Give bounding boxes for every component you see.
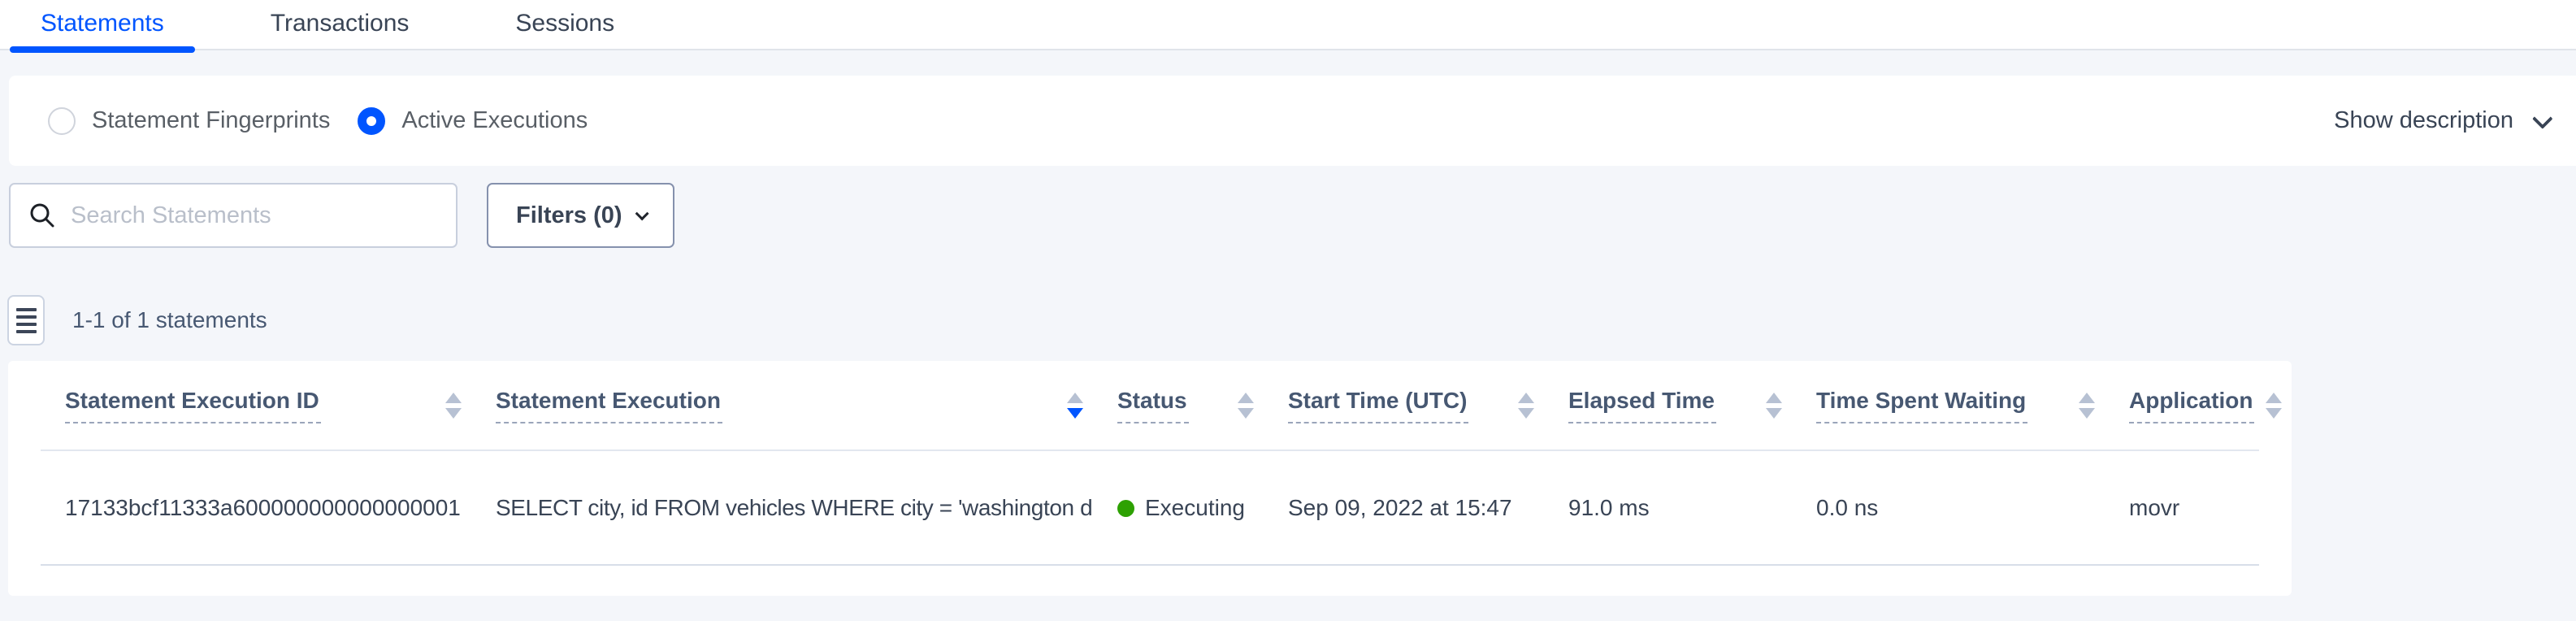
tab-transactions[interactable]: Transactions	[270, 10, 410, 37]
filters-label: Filters (0)	[516, 202, 622, 228]
search-icon	[30, 203, 54, 228]
column-label: Statement Execution ID	[65, 388, 321, 423]
table-header-row: Statement Execution ID Statement Executi…	[41, 361, 2283, 451]
col-header-status[interactable]: Status	[1093, 361, 1264, 451]
show-description-label: Show description	[2334, 107, 2513, 133]
status-label: Executing	[1145, 494, 1245, 520]
col-header-start-time[interactable]: Start Time (UTC)	[1264, 361, 1544, 451]
list-menu-icon	[15, 307, 37, 333]
col-header-time-spent-waiting[interactable]: Time Spent Waiting	[1792, 361, 2105, 451]
cell-execution-id: 17133bcf11333a600000000000000001	[41, 450, 471, 566]
tab-sessions[interactable]: Sessions	[515, 10, 615, 37]
radio-label: Statement Fingerprints	[92, 107, 331, 133]
cell-status: Executing	[1093, 450, 1264, 566]
page-tabs: Statements Transactions Sessions	[0, 0, 2576, 53]
results-count: 1-1 of 1 statements	[72, 307, 267, 332]
cell-statement: SELECT city, id FROM vehicles WHERE city…	[471, 450, 1093, 566]
cell-start-time: Sep 09, 2022 at 15:47	[1264, 450, 1544, 566]
statements-table-card: Statement Execution ID Statement Executi…	[8, 361, 2292, 596]
show-description-toggle[interactable]: Show description	[2334, 107, 2553, 134]
column-label: Start Time (UTC)	[1288, 388, 1469, 423]
column-label: Elapsed Time	[1568, 388, 1717, 423]
tab-statements[interactable]: Statements	[10, 0, 195, 53]
sort-icon	[445, 392, 462, 419]
col-header-elapsed-time[interactable]: Elapsed Time	[1544, 361, 1792, 451]
radio-statement-fingerprints[interactable]: Statement Fingerprints	[48, 106, 331, 135]
search-filter-bar: Filters (0)	[9, 183, 2576, 248]
sort-icon	[1766, 392, 1782, 419]
status-dot-icon	[1117, 499, 1134, 517]
chevron-down-icon	[635, 206, 649, 221]
radio-icon	[358, 106, 386, 135]
column-label: Status	[1117, 388, 1189, 423]
sort-desc-icon	[1067, 392, 1083, 419]
col-header-statement-execution[interactable]: Statement Execution	[471, 361, 1093, 451]
sort-icon	[2079, 392, 2095, 419]
results-bar: 1-1 of 1 statements	[7, 295, 2576, 345]
view-mode-bar: Statement Fingerprints Active Executions…	[9, 76, 2576, 166]
cell-application: movr	[2105, 450, 2259, 566]
filters-button[interactable]: Filters (0)	[487, 183, 674, 248]
search-box[interactable]	[9, 183, 458, 248]
col-header-application[interactable]: Application	[2105, 361, 2283, 451]
radio-icon	[48, 106, 76, 135]
column-selector-button[interactable]	[7, 295, 45, 345]
radio-label: Active Executions	[401, 107, 588, 133]
column-label: Statement Execution	[496, 388, 722, 423]
column-label: Application	[2129, 388, 2255, 423]
column-label: Time Spent Waiting	[1816, 388, 2028, 423]
chevron-down-icon	[2532, 107, 2553, 129]
sort-icon	[1518, 392, 1534, 419]
cell-time-spent-waiting: 0.0 ns	[1792, 450, 2105, 566]
col-header-statement-execution-id[interactable]: Statement Execution ID	[41, 361, 471, 451]
cell-elapsed-time: 91.0 ms	[1544, 450, 1792, 566]
radio-active-executions[interactable]: Active Executions	[358, 106, 588, 135]
table-row: 17133bcf11333a600000000000000001 SELECT …	[41, 450, 2259, 566]
search-input[interactable]	[71, 202, 440, 229]
statements-table: Statement Execution ID Statement Executi…	[41, 361, 2283, 566]
sort-icon	[1238, 392, 1254, 419]
sort-icon	[2266, 392, 2283, 419]
